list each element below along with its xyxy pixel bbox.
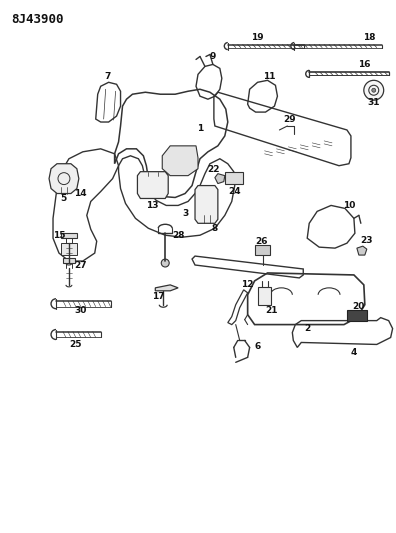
Text: 30: 30: [74, 306, 87, 315]
Text: 6: 6: [255, 342, 261, 351]
Text: 20: 20: [353, 302, 365, 311]
Bar: [255, 245, 270, 255]
Text: 25: 25: [70, 340, 82, 349]
Polygon shape: [137, 172, 168, 198]
Text: 22: 22: [208, 165, 220, 174]
Text: 7: 7: [105, 72, 111, 81]
Text: 11: 11: [263, 72, 276, 81]
Text: 27: 27: [74, 261, 87, 270]
Text: 16: 16: [358, 60, 370, 69]
Bar: [61, 243, 77, 255]
Text: 3: 3: [182, 209, 188, 218]
Polygon shape: [357, 246, 367, 255]
Text: 17: 17: [152, 292, 165, 301]
Text: 29: 29: [283, 115, 296, 124]
Text: 13: 13: [146, 201, 158, 210]
Text: 8: 8: [212, 224, 218, 233]
Text: 8J43900: 8J43900: [11, 13, 64, 26]
Text: 4: 4: [351, 348, 357, 357]
Text: 14: 14: [74, 189, 87, 198]
Bar: [225, 172, 243, 183]
Circle shape: [372, 88, 376, 92]
Polygon shape: [49, 164, 79, 193]
Polygon shape: [155, 285, 178, 291]
Polygon shape: [162, 146, 198, 176]
Text: 18: 18: [363, 33, 375, 42]
Text: 12: 12: [242, 280, 254, 289]
Text: 10: 10: [343, 201, 355, 210]
Circle shape: [364, 80, 384, 100]
Bar: [61, 233, 77, 238]
Text: 1: 1: [197, 125, 203, 133]
Text: 19: 19: [251, 33, 264, 42]
Bar: [347, 310, 367, 321]
Circle shape: [161, 259, 169, 267]
Text: 2: 2: [304, 324, 310, 333]
Text: 5: 5: [60, 194, 66, 203]
Text: 26: 26: [255, 237, 268, 246]
Text: 28: 28: [172, 231, 185, 240]
Text: 21: 21: [265, 306, 278, 315]
Text: 15: 15: [53, 231, 65, 240]
Polygon shape: [195, 185, 218, 223]
Text: 31: 31: [367, 98, 380, 107]
Text: 23: 23: [360, 236, 373, 245]
Text: 24: 24: [228, 187, 241, 196]
Text: 9: 9: [210, 52, 216, 61]
Bar: [257, 287, 272, 305]
Polygon shape: [215, 174, 225, 183]
Bar: [63, 258, 75, 263]
